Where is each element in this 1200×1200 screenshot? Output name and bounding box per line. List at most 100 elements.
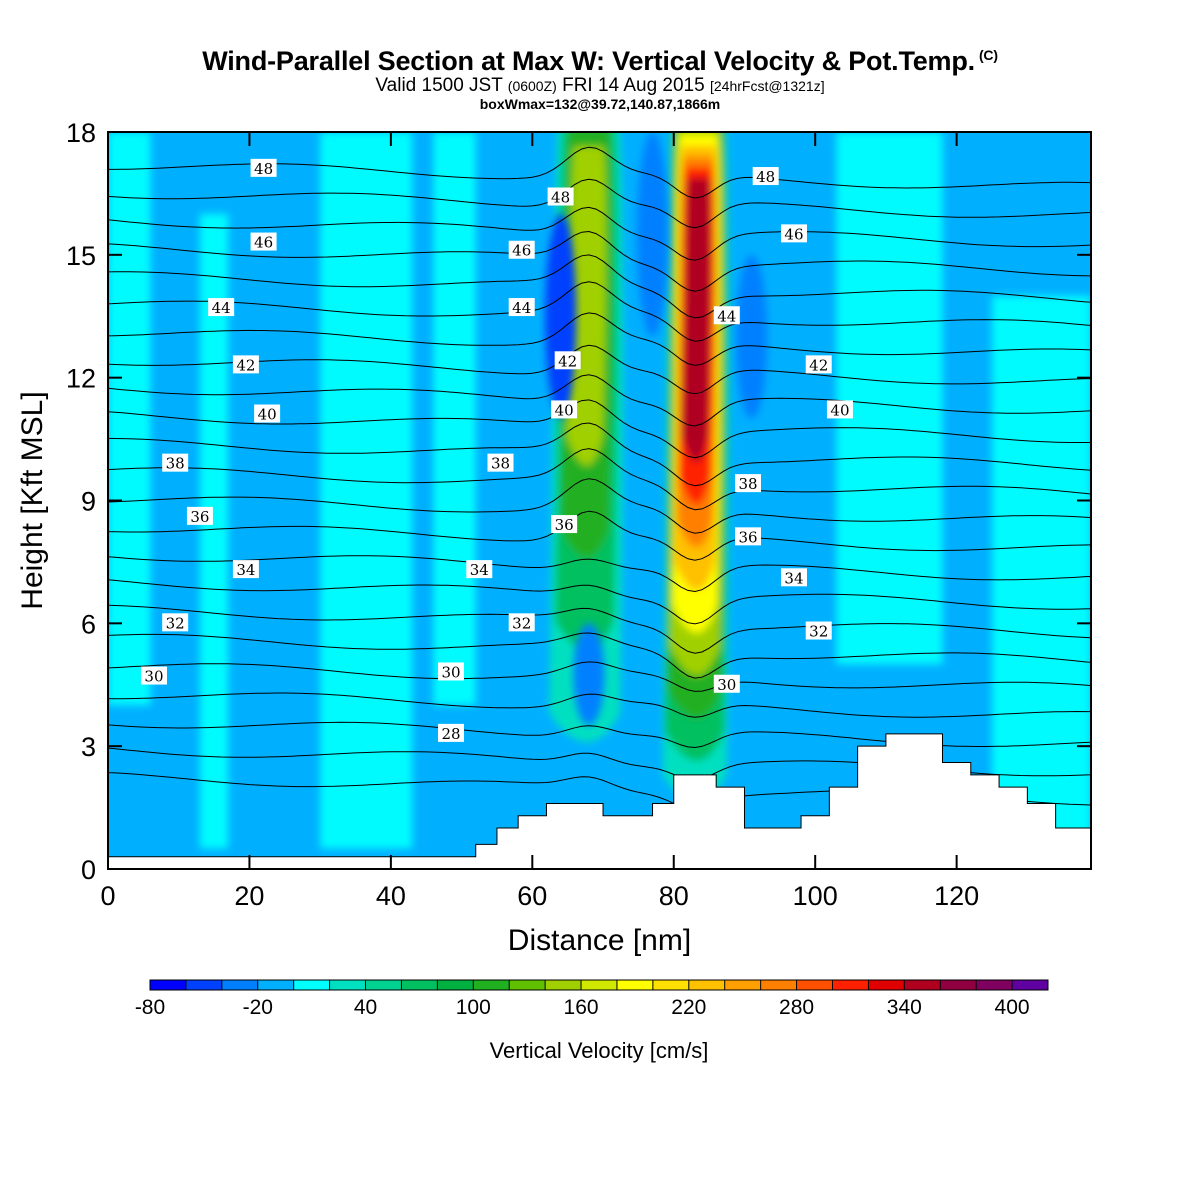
- contour-label: 40: [254, 404, 281, 424]
- vv-weak-band-group: [108, 132, 1091, 849]
- theta-contour: [108, 312, 1091, 366]
- contour-label-text: 30: [441, 663, 460, 681]
- contour-label-text: 30: [717, 676, 736, 694]
- contour-label-box: [735, 527, 762, 546]
- vv-weak-band: [836, 132, 943, 665]
- contour-label-text: 38: [738, 475, 757, 493]
- colorbar-swatch: [221, 980, 259, 990]
- contour-label-text: 44: [717, 307, 736, 325]
- colorbar-swatch: [473, 980, 510, 990]
- contour-label-box: [232, 355, 259, 374]
- theta-contour: [108, 604, 1091, 654]
- y-tick-label: 3: [81, 732, 96, 762]
- colorbar-swatch: [257, 980, 295, 990]
- contour-label-box: [508, 240, 535, 259]
- vv-weak-band: [199, 213, 229, 849]
- contour-label: 42: [554, 351, 581, 370]
- x-axis-title: Distance [nm]: [508, 924, 691, 957]
- colorbar-swatch: [365, 980, 402, 990]
- contour-label-text: 46: [784, 225, 803, 243]
- contour-label-text: 46: [254, 234, 273, 252]
- contour-label: 44: [508, 298, 535, 317]
- contour-label-text: 34: [784, 569, 803, 587]
- contour-label: 36: [551, 515, 578, 534]
- theta-contour: [108, 374, 1091, 427]
- x-tick-label: 20: [234, 881, 264, 911]
- theta-contour: [108, 661, 1091, 692]
- contour-label-box: [735, 474, 762, 493]
- contour-label-text: 38: [491, 455, 510, 473]
- vv-weak-band: [991, 295, 1091, 849]
- contour-label: 38: [735, 474, 762, 493]
- colorbar-swatch: [832, 980, 869, 990]
- colorbar-swatch: [904, 980, 941, 990]
- theta-contour: [108, 230, 1091, 292]
- x-tick-label: 100: [793, 881, 838, 911]
- theta-contour: [108, 178, 1091, 229]
- colorbar-swatch: [868, 980, 905, 990]
- colorbar-tick-label: -20: [243, 996, 273, 1019]
- contour-label-box: [466, 560, 493, 579]
- terrain: [108, 733, 1091, 869]
- contour-label-text: 44: [212, 299, 231, 317]
- theta-contour: [108, 281, 1091, 342]
- contour-label-box: [713, 674, 740, 693]
- colorbar-swatch: [1012, 980, 1049, 990]
- colorbar-tick-label: 220: [671, 996, 706, 1019]
- chart-title-mark: (C): [978, 47, 998, 63]
- colorbar-frame: [149, 979, 1049, 991]
- contour-label-box: [208, 298, 235, 317]
- contour-label: 34: [780, 568, 807, 587]
- contour-label-text: 28: [441, 725, 460, 743]
- contour-label-text: 48: [756, 168, 775, 186]
- contour-label-text: 30: [144, 668, 163, 686]
- contour-label: 30: [437, 662, 464, 681]
- contour-label: 44: [208, 298, 235, 317]
- contour-label-box: [254, 404, 281, 423]
- x-tick-label: 0: [100, 881, 115, 911]
- contour-label: 48: [250, 158, 277, 178]
- colorbar-swatch: [437, 980, 474, 990]
- colorbar-swatch: [293, 980, 331, 990]
- contour-label-text: 36: [738, 528, 757, 546]
- contour-label-box: [162, 453, 189, 472]
- vv-plume-level: [681, 178, 712, 463]
- contour-label: 32: [508, 613, 535, 632]
- colorbar-swatch: [688, 980, 726, 990]
- contour-label-box: [713, 306, 740, 325]
- colorbar-tick-label: 280: [779, 996, 814, 1019]
- contour-label: 42: [805, 355, 832, 374]
- colorbar-swatch: [150, 980, 187, 990]
- y-tick-label: 6: [81, 609, 96, 639]
- contour-label-box: [140, 666, 167, 685]
- vv-plume-level: [566, 146, 607, 466]
- contour-label-box: [250, 158, 277, 177]
- theta-contour: [108, 632, 1091, 679]
- theta-contour: [108, 422, 1091, 487]
- colorbar-swatch: [509, 980, 546, 990]
- colorbar-tick-label: 400: [995, 996, 1030, 1019]
- contour-label-box: [437, 662, 464, 681]
- contour-label-text: 48: [254, 160, 273, 178]
- chart-valid-line: Valid 1500 JST (0600Z) FRI 14 Aug 2015 […: [0, 76, 1200, 96]
- chart-title: Wind-Parallel Section at Max W: Vertical…: [0, 40, 1200, 76]
- contour-label: 48: [547, 187, 574, 207]
- contour-label-text: 32: [809, 623, 828, 641]
- vv-downdraft-core: [573, 623, 605, 726]
- x-tick-label: 120: [934, 881, 979, 911]
- colorbar-swatch: [545, 980, 582, 990]
- contour-label: 38: [487, 453, 514, 473]
- colorbar-swatch: [581, 980, 618, 990]
- contour-label-text: 32: [512, 614, 531, 632]
- contour-label-text: 40: [830, 401, 849, 419]
- colorbar-swatch: [401, 980, 438, 990]
- valid-utc: (0600Z): [507, 78, 557, 94]
- contour-label-text: 36: [190, 508, 209, 526]
- contour-label-box: [508, 298, 535, 317]
- contour-label-text: 44: [512, 299, 531, 317]
- contour-label-box: [232, 560, 259, 579]
- contour-label-box: [551, 400, 578, 419]
- theta-contour: [108, 399, 1091, 459]
- contour-label: 28: [437, 723, 464, 743]
